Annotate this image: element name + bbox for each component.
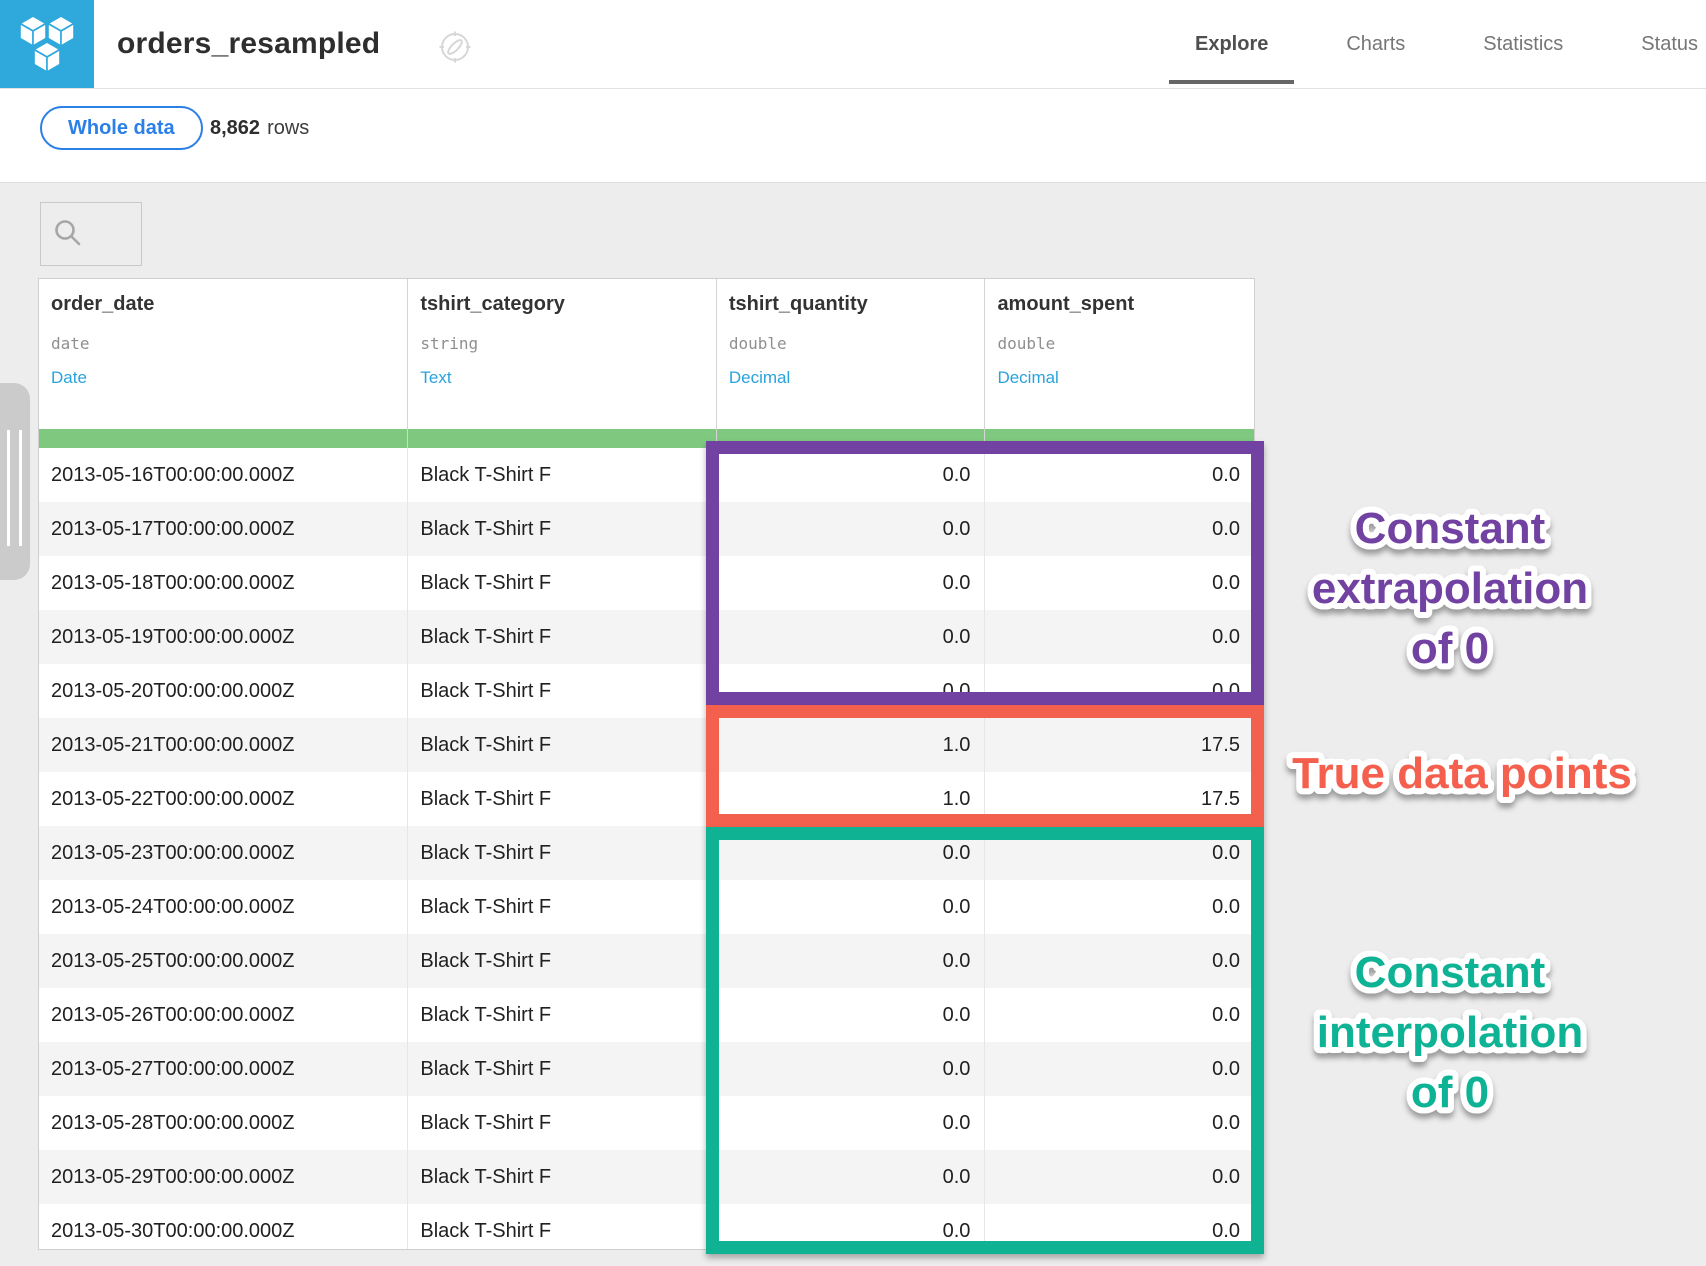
column-type: double: [997, 333, 1242, 355]
table-cell: 2013-05-24T00:00:00.000Z: [39, 880, 408, 934]
table-cell: Black T-Shirt F: [408, 826, 716, 880]
grip-lines-icon: [7, 430, 22, 546]
dataset-explore-screen: { "header": { "title": "orders_resampled…: [0, 0, 1706, 1266]
column-name[interactable]: order_date: [51, 291, 395, 317]
column-meaning[interactable]: Decimal: [997, 367, 1242, 389]
column-type: double: [729, 333, 973, 355]
row-count-value: 8,862: [210, 117, 260, 140]
table-cell: 2013-05-23T00:00:00.000Z: [39, 826, 408, 880]
table-cell: Black T-Shirt F: [408, 718, 716, 772]
column-meaning[interactable]: Decimal: [729, 367, 973, 389]
compass-icon[interactable]: [438, 30, 472, 64]
table-cell: Black T-Shirt F: [408, 556, 716, 610]
table-cell: Black T-Shirt F: [408, 1042, 716, 1096]
interpolation-label-line1: Constant: [1355, 948, 1546, 997]
column-meaning[interactable]: Date: [51, 367, 395, 389]
extrapolation-label-line2: extrapolation: [1312, 564, 1588, 613]
table-cell: Black T-Shirt F: [408, 934, 716, 988]
table-cell: Black T-Shirt F: [408, 502, 716, 556]
extrapolation-label-line3: of 0: [1411, 624, 1489, 673]
table-cell: Black T-Shirt F: [408, 880, 716, 934]
column-header-tshirt-quantity[interactable]: tshirt_quantity double Decimal: [717, 279, 986, 429]
table-cell: Black T-Shirt F: [408, 772, 716, 826]
table-cell: 2013-05-30T00:00:00.000Z: [39, 1204, 408, 1250]
table-cell: 2013-05-20T00:00:00.000Z: [39, 664, 408, 718]
table-cell: Black T-Shirt F: [408, 610, 716, 664]
validity-segment: [39, 429, 408, 448]
table-cell: 2013-05-28T00:00:00.000Z: [39, 1096, 408, 1150]
tab-explore[interactable]: Explore: [1195, 33, 1268, 56]
extrapolation-highlight-box: [706, 441, 1264, 705]
row-count: 8,862 rows: [210, 89, 309, 167]
tab-status[interactable]: Status: [1641, 33, 1698, 56]
table-cell: 2013-05-19T00:00:00.000Z: [39, 610, 408, 664]
column-name[interactable]: tshirt_category: [420, 291, 703, 317]
table-cell: 2013-05-22T00:00:00.000Z: [39, 772, 408, 826]
table-cell: 2013-05-26T00:00:00.000Z: [39, 988, 408, 1042]
interpolation-label-line2: interpolation: [1317, 1008, 1583, 1057]
panel-drag-handle[interactable]: [0, 383, 30, 580]
table-cell: Black T-Shirt F: [408, 988, 716, 1042]
column-header-amount-spent[interactable]: amount_spent double Decimal: [985, 279, 1254, 429]
dataset-cubes-icon[interactable]: [0, 0, 94, 88]
table-cell: 2013-05-18T00:00:00.000Z: [39, 556, 408, 610]
row-count-label: rows: [267, 117, 309, 140]
search-box[interactable]: [40, 202, 142, 266]
table-cell: 2013-05-29T00:00:00.000Z: [39, 1150, 408, 1204]
table-cell: Black T-Shirt F: [408, 1150, 716, 1204]
column-name[interactable]: tshirt_quantity: [729, 291, 973, 317]
tab-statistics[interactable]: Statistics: [1483, 33, 1563, 56]
sample-settings-button[interactable]: Whole data: [40, 106, 203, 150]
annotation-labels: Constant extrapolation of 0 True data po…: [1256, 420, 1706, 1266]
page-title: orders_resampled: [117, 0, 380, 88]
column-header-order-date[interactable]: order_date date Date: [39, 279, 408, 429]
column-type: string: [420, 333, 703, 355]
column-type: date: [51, 333, 395, 355]
table-cell: 2013-05-25T00:00:00.000Z: [39, 934, 408, 988]
search-input[interactable]: [75, 203, 139, 265]
tab-bar: Explore Charts Statistics Status: [1195, 0, 1702, 88]
true-data-label: True data points: [1292, 749, 1632, 798]
sample-bar: Whole data 8,862 rows: [0, 89, 1706, 183]
top-bar: orders_resampled Explore Charts Statisti…: [0, 0, 1706, 89]
interpolation-label-line3: of 0: [1411, 1068, 1489, 1117]
interpolation-highlight-box: [706, 827, 1264, 1254]
true-data-highlight-box: [706, 705, 1264, 827]
table-cell: Black T-Shirt F: [408, 664, 716, 718]
table-header-row: order_date date Date tshirt_category str…: [39, 279, 1254, 429]
table-cell: Black T-Shirt F: [408, 448, 716, 502]
table-cell: 2013-05-16T00:00:00.000Z: [39, 448, 408, 502]
tab-charts[interactable]: Charts: [1346, 33, 1405, 56]
table-cell: Black T-Shirt F: [408, 1204, 716, 1250]
validity-segment: [408, 429, 717, 448]
table-cell: 2013-05-21T00:00:00.000Z: [39, 718, 408, 772]
extrapolation-label-line1: Constant: [1355, 504, 1546, 553]
table-cell: 2013-05-17T00:00:00.000Z: [39, 502, 408, 556]
column-meaning[interactable]: Text: [420, 367, 703, 389]
table-cell: 2013-05-27T00:00:00.000Z: [39, 1042, 408, 1096]
table-cell: Black T-Shirt F: [408, 1096, 716, 1150]
column-header-tshirt-category[interactable]: tshirt_category string Text: [408, 279, 716, 429]
column-name[interactable]: amount_spent: [997, 291, 1242, 317]
